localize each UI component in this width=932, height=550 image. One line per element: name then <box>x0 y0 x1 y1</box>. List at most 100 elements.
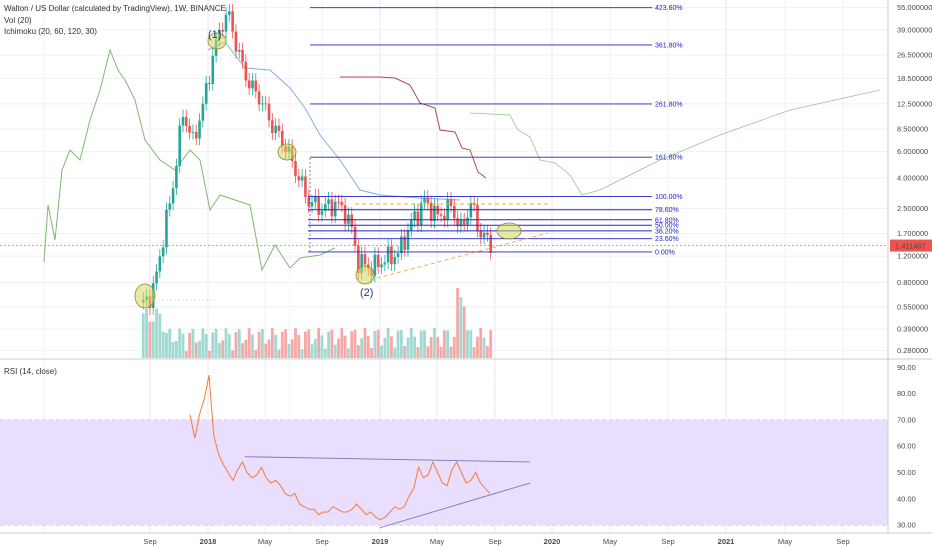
price-tick-label: 55.000000 <box>897 3 932 12</box>
time-tick-label: May <box>778 537 792 546</box>
volume-bar <box>479 328 483 358</box>
volume-bar <box>446 330 450 358</box>
highlight-ellipse <box>207 32 227 50</box>
volume-bar <box>274 334 278 358</box>
volume-bar <box>380 345 383 358</box>
time-tick-label: 2020 <box>544 537 561 546</box>
candle-body <box>327 199 330 205</box>
volume-bar <box>247 328 251 358</box>
candle-body <box>476 204 479 231</box>
volume-bar <box>254 349 258 358</box>
volume-bar <box>145 308 149 358</box>
volume-bar <box>466 330 469 358</box>
volume-bar <box>261 329 264 358</box>
candle-body <box>168 203 172 210</box>
time-tick-label: May <box>603 537 617 546</box>
candle-body <box>456 218 459 227</box>
candle-body <box>307 197 311 207</box>
candle-body <box>277 125 281 131</box>
volume-bar <box>304 331 307 358</box>
volume-bar <box>251 334 254 358</box>
volume-bar <box>485 346 489 358</box>
candle-body <box>155 271 158 284</box>
candle-body <box>373 254 377 276</box>
volume-bar <box>323 348 327 358</box>
price-tick-label: 39.000000 <box>897 25 932 34</box>
volume-bar <box>211 332 215 358</box>
fib-label: 423.60% <box>655 5 683 12</box>
candle-body <box>224 14 228 32</box>
volume-bar <box>416 347 420 358</box>
volume-bar <box>181 333 185 358</box>
candle-body <box>343 205 347 224</box>
volume-bar <box>267 339 271 358</box>
volume-bar <box>399 330 403 358</box>
time-tick-label: 2019 <box>372 537 389 546</box>
price-tick-label: 1.700000 <box>897 229 928 238</box>
time-tick-label: 2021 <box>718 537 735 546</box>
ichimoku-lagging-span <box>43 48 336 272</box>
fib-label: 100.00% <box>655 194 683 201</box>
volume-bar <box>280 331 284 358</box>
time-tick-label: 2018 <box>200 537 217 546</box>
rsi-tick-label: 60.00 <box>897 442 916 451</box>
volume-bar <box>489 330 493 358</box>
candle-body <box>251 80 254 89</box>
volume-bar <box>227 334 231 358</box>
candle-body <box>234 31 238 52</box>
fib-label: 38.20% <box>655 228 679 235</box>
fib-label: 78.60% <box>655 207 679 214</box>
candle-body <box>466 217 469 225</box>
candle-body <box>423 197 426 203</box>
volume-bar <box>419 330 423 358</box>
volume-bar <box>462 306 466 358</box>
price-tick-label: 0.280000 <box>897 346 928 355</box>
candle-body <box>198 120 201 139</box>
candle-body <box>158 256 162 272</box>
candle-body <box>376 254 380 268</box>
volume-bar <box>356 345 360 358</box>
candle-body <box>383 262 387 265</box>
fib-label: 0.00% <box>655 249 675 256</box>
volume-legend[interactable]: Vol (20) <box>4 16 32 25</box>
candle-body <box>357 245 360 273</box>
volume-bar <box>472 347 476 358</box>
volume-bar <box>264 343 268 358</box>
candle-body <box>241 49 244 62</box>
volume-bar <box>393 347 397 358</box>
volume-bar <box>178 328 182 358</box>
fib-label: 361.80% <box>655 42 683 49</box>
volume-bar <box>350 331 354 358</box>
price-tick-label: 26.500000 <box>897 51 932 60</box>
price-tick-label: 8.500000 <box>897 124 928 133</box>
candle-body <box>188 125 191 133</box>
candle-body <box>211 55 215 84</box>
volume-bar <box>201 328 205 358</box>
candle-body <box>340 201 344 206</box>
highlight-ellipse <box>496 222 522 240</box>
volume-bar <box>277 349 281 358</box>
ichimoku-legend[interactable]: Ichimoku (20, 60, 120, 30) <box>4 27 97 36</box>
volume-bar <box>300 349 304 358</box>
candle-body <box>419 202 423 226</box>
rsi-legend[interactable]: RSI (14, close) <box>4 367 57 376</box>
candle-body <box>221 29 225 32</box>
candle-body <box>429 202 433 222</box>
volume-bar <box>317 328 321 358</box>
volume-bar <box>184 351 188 358</box>
volume-bar <box>174 341 178 358</box>
volume-bar <box>386 328 390 358</box>
highlight-ellipse <box>355 265 375 285</box>
candle-body <box>452 205 456 219</box>
volume-bar <box>204 333 208 358</box>
last-price-label: 1.411487 <box>895 242 926 251</box>
candle-body <box>360 254 363 273</box>
candle-body <box>459 219 463 227</box>
volume-bar <box>327 331 330 358</box>
fibonacci-levels: 423.60% 361.80% 261.80% 161.80% 100.00% 78.60… <box>308 5 683 256</box>
candle-body <box>257 91 261 105</box>
volume-bar <box>456 288 460 358</box>
volume-bar <box>158 313 162 358</box>
volume-bar <box>347 348 350 358</box>
volume-bar <box>231 350 235 358</box>
